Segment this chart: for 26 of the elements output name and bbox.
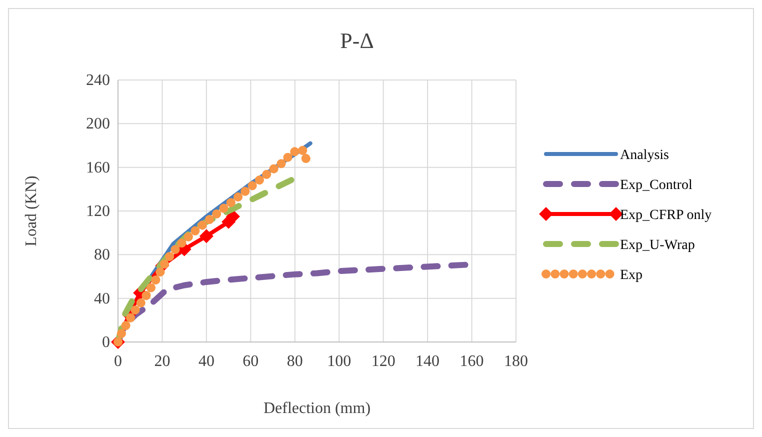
x-tick-label: 20 [154,353,170,370]
y-tick-label: 40 [94,290,110,308]
y-tick-label: 120 [86,203,110,220]
y-tick-label: 0 [102,334,110,351]
y-tick-label: 240 [86,72,110,89]
y-tick-label: 160 [86,159,110,176]
y-tick-label: 200 [86,116,110,133]
legend-label: Exp_Control [620,178,692,193]
point [199,229,214,244]
x-tick-label: 80 [286,353,303,370]
x-tick-label: 60 [242,353,259,370]
x-tick-label: 160 [460,353,484,370]
legend-label: Exp [620,268,643,283]
y-tick-label: 80 [94,246,110,264]
x-axis-title: Deflection (mm) [263,400,371,417]
x-tick-label: 120 [371,353,396,370]
y-axis-title: Load (KN) [23,176,40,246]
x-tick-label: 0 [114,353,122,370]
x-tick-label: 180 [504,353,528,370]
x-tick-label: 40 [198,353,214,370]
x-tick-label: 100 [327,353,352,370]
legend-label: Exp_CFRP only [620,208,712,223]
legend-label: Analysis [620,148,669,163]
legend-label: Exp_U-Wrap [620,238,695,253]
x-tick-label: 140 [416,353,440,370]
chart-title: P-Δ [340,28,374,53]
